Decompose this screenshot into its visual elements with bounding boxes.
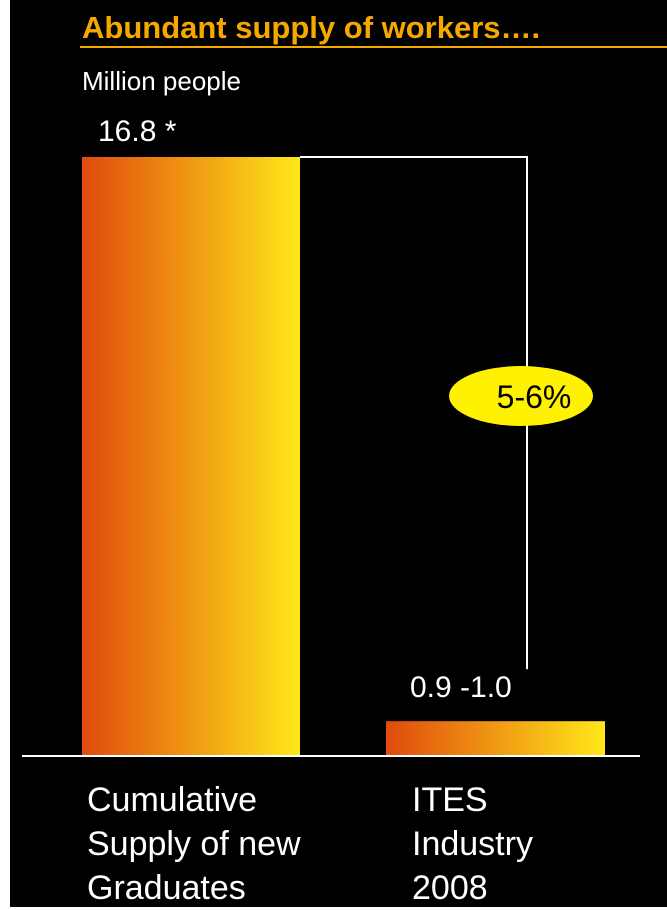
category-label-graduates: Cumulative Supply of new Graduates [87, 781, 301, 907]
bar-0 [82, 157, 300, 755]
bar-1 [386, 721, 605, 755]
title-underline [80, 46, 667, 48]
chart-title: Abundant supply of workers…. [82, 10, 541, 45]
value-label-0: 16.8 * [98, 115, 177, 148]
share-annotation-text: 5-6% [497, 379, 572, 415]
category-label-ites-industry: ITES Industry 2008 [412, 781, 533, 907]
value-label-1: 0.9 -1.0 [410, 671, 512, 704]
comparison-connector [300, 156, 528, 670]
y-axis-unit-label: Million people [82, 66, 241, 96]
share-annotation-badge [449, 366, 593, 426]
